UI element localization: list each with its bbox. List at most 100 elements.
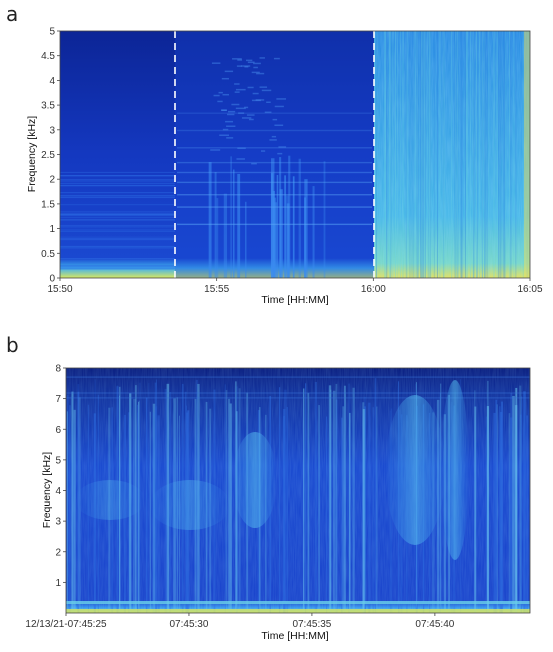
noise-column bbox=[405, 31, 407, 278]
noise-column bbox=[436, 31, 438, 278]
y-tick-label: 8 bbox=[55, 364, 61, 375]
noise-column bbox=[482, 31, 484, 278]
noise-column bbox=[423, 31, 425, 278]
y-tick-label: 0 bbox=[49, 274, 55, 285]
vertical-streak bbox=[286, 407, 289, 613]
vertical-streak bbox=[526, 415, 528, 613]
noise-column bbox=[498, 31, 500, 278]
vertical-streak bbox=[363, 406, 366, 613]
texture-band bbox=[60, 213, 175, 215]
y-tick-label: 1.5 bbox=[41, 199, 55, 210]
noise-column bbox=[394, 31, 396, 278]
noise-column bbox=[424, 31, 426, 278]
vertical-streak bbox=[362, 409, 366, 613]
vertical-streak bbox=[485, 416, 487, 613]
vertical-streak bbox=[474, 390, 476, 613]
texture-dash bbox=[210, 149, 221, 151]
vertical-streak bbox=[279, 189, 283, 278]
vertical-streak bbox=[284, 389, 287, 613]
vertical-streak bbox=[314, 381, 317, 613]
vertical-streak bbox=[372, 407, 374, 613]
harmonic-line bbox=[177, 147, 372, 149]
harmonic-line bbox=[177, 161, 372, 164]
texture-band bbox=[60, 179, 175, 181]
spectrogram-a-harmonics bbox=[60, 31, 530, 278]
texture-band bbox=[60, 224, 175, 226]
harmonic-line bbox=[177, 181, 372, 184]
x-tick-label: 16:00 bbox=[361, 284, 386, 295]
y-tick-label: 3 bbox=[49, 125, 55, 136]
noise-column bbox=[479, 31, 481, 278]
noise-column bbox=[483, 31, 485, 278]
vertical-streak bbox=[286, 203, 290, 278]
x-tick-label: 12/13/21-07:45:25 bbox=[25, 619, 107, 630]
texture-dash bbox=[251, 162, 257, 165]
spectrogram-b-blob-3 bbox=[441, 380, 469, 560]
noise-column bbox=[390, 31, 392, 278]
vertical-streak bbox=[271, 158, 275, 278]
noise-column bbox=[455, 31, 457, 278]
noise-column bbox=[513, 31, 515, 278]
texture-band bbox=[60, 214, 175, 216]
vertical-streak bbox=[237, 173, 241, 278]
noise-column bbox=[451, 31, 453, 278]
y-tick-label: 2 bbox=[55, 547, 61, 558]
noise-column bbox=[376, 31, 378, 278]
texture-dash bbox=[261, 89, 272, 92]
y-tick-label: 2 bbox=[49, 175, 55, 186]
texture-dash bbox=[232, 58, 242, 60]
vertical-streak bbox=[149, 411, 151, 613]
texture-dash bbox=[244, 106, 249, 109]
noise-column bbox=[396, 31, 398, 278]
vertical-streak bbox=[352, 387, 355, 613]
vertical-streak bbox=[512, 395, 515, 613]
vertical-streak bbox=[69, 405, 71, 613]
noise-column bbox=[509, 31, 511, 278]
texture-band bbox=[60, 218, 175, 220]
y-tick-label: 4.5 bbox=[41, 51, 55, 62]
texture-band bbox=[60, 247, 175, 249]
texture-band bbox=[60, 239, 175, 241]
harmonic-line bbox=[177, 223, 372, 226]
noise-column bbox=[384, 31, 386, 278]
texture-dash bbox=[276, 98, 287, 100]
texture-dash bbox=[251, 71, 260, 74]
texture-dash bbox=[252, 92, 259, 95]
vertical-streak bbox=[216, 198, 219, 278]
texture-band bbox=[60, 175, 175, 177]
y-tick-label: 3 bbox=[55, 517, 61, 528]
y-tick-label: 0.5 bbox=[41, 249, 55, 260]
texture-dash bbox=[260, 150, 266, 152]
texture-dash bbox=[256, 72, 265, 75]
vertical-streak bbox=[282, 408, 286, 613]
texture-band bbox=[60, 226, 175, 228]
texture-dash bbox=[234, 83, 240, 85]
y-tick-label: 5 bbox=[49, 27, 55, 38]
horizontal-line bbox=[66, 392, 530, 394]
texture-dash bbox=[213, 94, 220, 97]
texture-dash bbox=[271, 135, 277, 138]
noise-column bbox=[443, 31, 445, 278]
vertical-streak bbox=[283, 415, 285, 613]
noise-column bbox=[461, 31, 463, 278]
texture-dash bbox=[266, 101, 271, 104]
vertical-streak bbox=[208, 162, 212, 278]
noise-column bbox=[510, 31, 512, 278]
texture-dash bbox=[227, 110, 236, 113]
vertical-streak bbox=[486, 406, 490, 613]
noise-column bbox=[515, 31, 517, 278]
vertical-streak bbox=[230, 156, 232, 278]
vertical-streak bbox=[323, 161, 326, 278]
x-tick-label: 07:45:40 bbox=[415, 619, 454, 630]
texture-dash bbox=[274, 105, 284, 108]
y-tick-label: 2.5 bbox=[41, 150, 55, 161]
texture-dash bbox=[253, 66, 258, 69]
horizontal-line bbox=[66, 397, 530, 399]
texture-band bbox=[60, 204, 175, 206]
vertical-streak bbox=[510, 417, 513, 613]
noise-column bbox=[429, 31, 431, 278]
y-tick-label: 4 bbox=[49, 76, 55, 87]
spectrogram-b-blob-1 bbox=[233, 432, 277, 528]
noise-column bbox=[488, 31, 490, 278]
